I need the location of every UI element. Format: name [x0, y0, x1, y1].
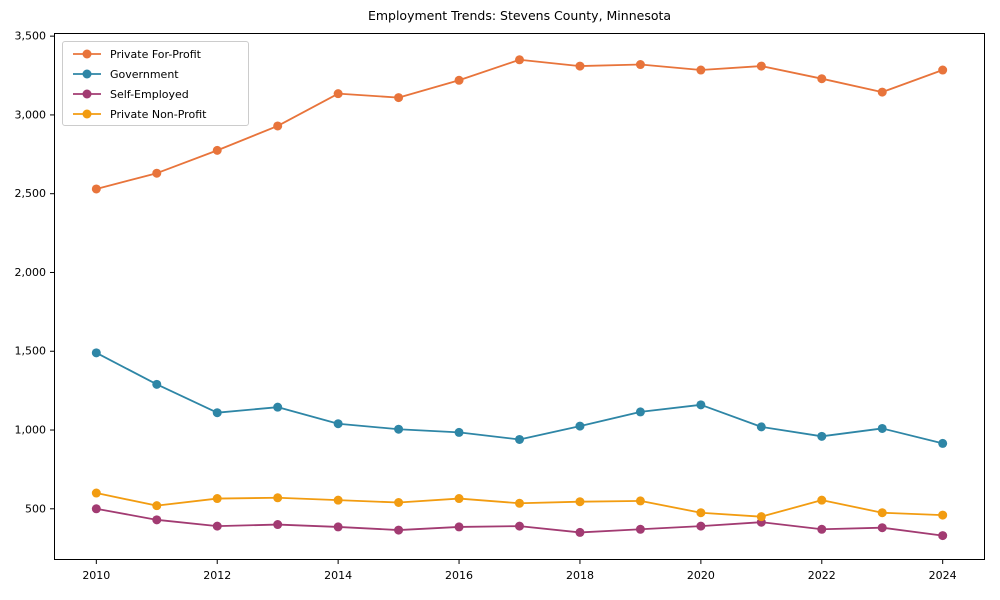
x-tick-label: 2010 [82, 569, 110, 582]
legend-label: Government [110, 67, 179, 81]
data-point-self-employed-2016 [454, 522, 464, 532]
data-point-government-2015 [394, 424, 404, 434]
data-point-private-for-profit-2024 [938, 65, 948, 75]
data-point-government-2010 [91, 348, 101, 358]
line-marker-icon [73, 49, 101, 59]
data-point-private-non-profit-2017 [515, 498, 524, 508]
data-point-private-for-profit-2020 [696, 65, 706, 75]
x-tick-label: 2022 [808, 569, 836, 582]
data-point-private-for-profit-2019 [635, 60, 645, 70]
legend-label: Self-Employed [110, 87, 189, 101]
data-point-private-non-profit-2014 [333, 495, 343, 505]
data-point-private-for-profit-2012 [212, 145, 222, 155]
data-point-private-non-profit-2015 [394, 497, 404, 507]
data-point-private-non-profit-2011 [152, 501, 162, 511]
data-point-government-2024 [938, 438, 948, 448]
data-point-private-for-profit-2018 [575, 61, 585, 71]
line-marker-icon [73, 109, 101, 119]
y-tick-label: 3,000 [15, 108, 47, 121]
x-tick-label: 2024 [929, 569, 957, 582]
y-tick-label: 500 [25, 502, 46, 515]
data-point-private-for-profit-2016 [454, 75, 464, 85]
x-tick-label: 2016 [445, 569, 473, 582]
y-tick-label: 1,000 [15, 424, 47, 437]
legend-item-self-employed: Self-Employed [63, 84, 248, 104]
x-tick-label: 2012 [203, 569, 231, 582]
data-point-self-employed-2011 [152, 515, 162, 525]
line-marker-icon [73, 69, 101, 79]
legend-label: Private For-Profit [110, 47, 201, 61]
data-point-self-employed-2010 [91, 504, 101, 514]
data-point-private-for-profit-2010 [91, 184, 101, 194]
data-point-private-non-profit-2020 [696, 508, 706, 518]
x-tick-label: 2014 [324, 569, 352, 582]
data-point-government-2023 [877, 423, 887, 433]
data-point-private-non-profit-2024 [938, 510, 948, 520]
data-point-self-employed-2014 [333, 522, 343, 532]
y-tick-label: 3,500 [15, 30, 47, 43]
y-tick-label: 2,500 [15, 187, 47, 200]
data-point-self-employed-2013 [273, 520, 283, 530]
legend-item-government: Government [63, 64, 248, 84]
chart-title: Employment Trends: Stevens County, Minne… [367, 8, 672, 23]
data-point-private-for-profit-2013 [273, 121, 283, 131]
data-point-government-2017 [515, 434, 524, 444]
data-point-private-for-profit-2021 [756, 61, 766, 71]
line-marker-icon [73, 89, 101, 99]
data-point-private-for-profit-2022 [817, 74, 827, 84]
data-point-self-employed-2017 [515, 521, 524, 531]
legend-item-private-non-profit: Private Non-Profit [63, 104, 248, 124]
data-point-self-employed-2023 [877, 523, 887, 533]
data-point-private-non-profit-2019 [635, 496, 645, 506]
data-point-government-2019 [635, 407, 645, 417]
data-point-self-employed-2018 [575, 527, 585, 537]
data-point-government-2016 [454, 427, 464, 437]
x-tick-label: 2020 [687, 569, 715, 582]
x-tick-label: 2018 [566, 569, 594, 582]
data-point-private-for-profit-2015 [394, 93, 404, 103]
data-point-self-employed-2015 [394, 525, 404, 535]
data-point-government-2020 [696, 400, 706, 410]
data-point-private-non-profit-2022 [817, 495, 827, 505]
data-point-private-for-profit-2023 [877, 87, 887, 97]
data-point-government-2022 [817, 431, 827, 441]
data-point-government-2018 [575, 421, 585, 431]
legend: Private For-Profit Government Self-Emplo… [62, 41, 249, 126]
data-point-government-2021 [756, 422, 766, 432]
data-point-self-employed-2022 [817, 524, 827, 534]
data-point-private-for-profit-2017 [515, 55, 524, 65]
data-point-self-employed-2012 [212, 521, 222, 531]
series-line-government [95, 351, 944, 445]
data-point-government-2012 [212, 408, 222, 418]
y-tick-label: 1,500 [15, 345, 47, 358]
legend-label: Private Non-Profit [110, 107, 207, 121]
data-point-government-2014 [333, 419, 343, 429]
data-point-government-2013 [273, 402, 283, 412]
data-point-self-employed-2020 [696, 521, 706, 531]
data-point-private-non-profit-2013 [273, 493, 283, 503]
data-point-private-non-profit-2023 [877, 508, 887, 518]
data-point-private-non-profit-2010 [91, 488, 101, 498]
data-point-self-employed-2024 [938, 531, 948, 541]
y-tick-label: 2,000 [15, 266, 47, 279]
data-point-government-2011 [152, 379, 162, 389]
plot-border [54, 33, 985, 560]
data-point-private-non-profit-2018 [575, 497, 585, 507]
data-point-self-employed-2019 [635, 524, 645, 534]
data-point-private-for-profit-2014 [333, 89, 343, 99]
data-point-private-non-profit-2012 [212, 494, 222, 504]
legend-item-private-for-profit: Private For-Profit [63, 44, 248, 64]
data-point-private-non-profit-2016 [454, 494, 464, 504]
data-point-private-non-profit-2021 [756, 512, 766, 522]
data-point-private-for-profit-2011 [152, 168, 162, 178]
